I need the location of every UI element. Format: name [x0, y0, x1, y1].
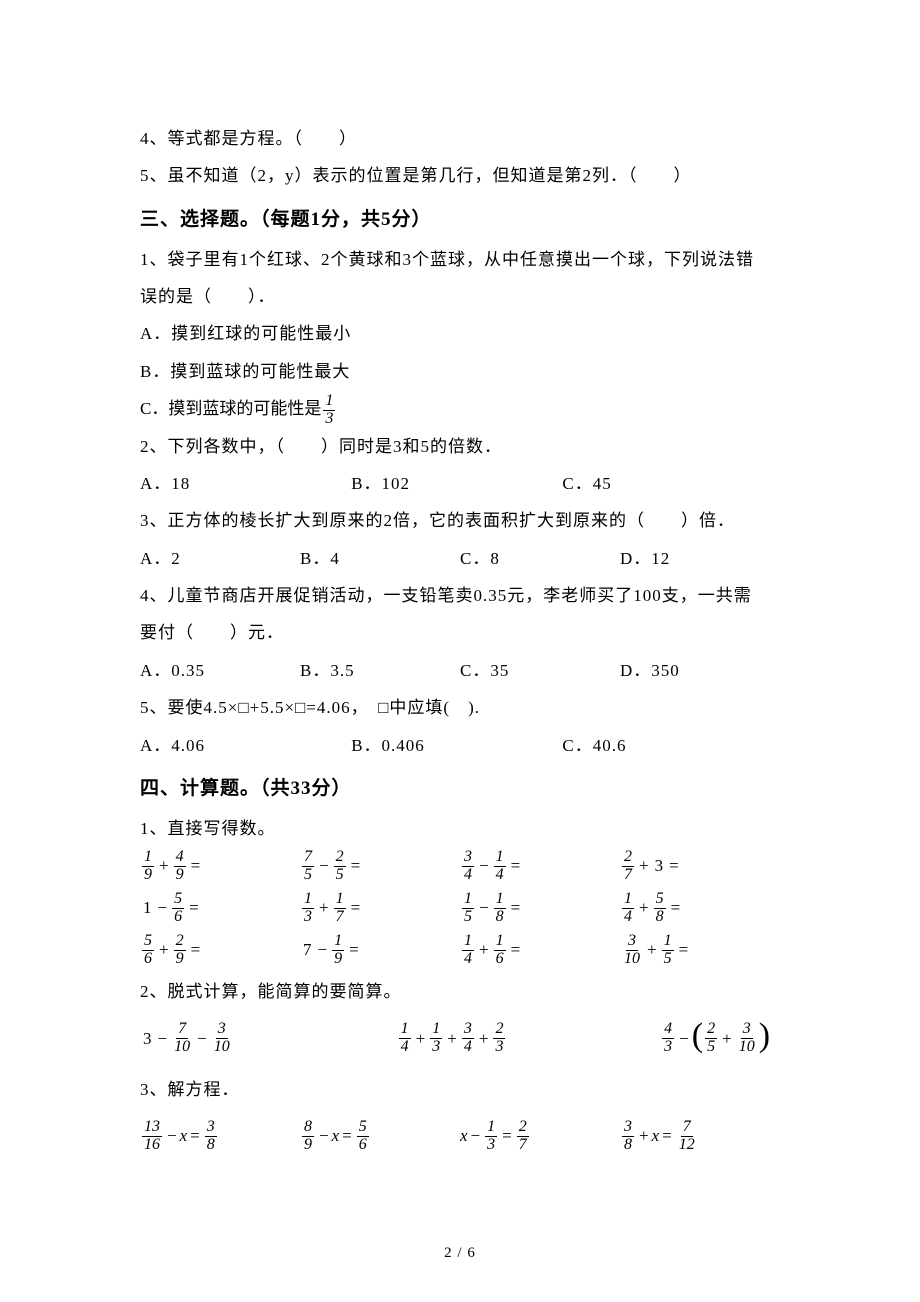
s3-q1-l1: 1、袋子里有1个红球、2个黄球和3个蓝球，从中任意摸出一个球，下列说法错 — [140, 241, 780, 278]
fraction: 14 — [399, 1021, 411, 1056]
s4-q1: 1、直接写得数。 — [140, 810, 780, 847]
fraction: 17 — [334, 891, 346, 926]
fraction: 25 — [334, 849, 346, 884]
s3-q4-c: C．35 — [460, 652, 620, 689]
fraction: 14 — [462, 933, 474, 968]
fraction: 27 — [517, 1119, 529, 1154]
fraction: 14 — [622, 891, 634, 926]
fraction: 310 — [622, 933, 642, 968]
equation: 1316−x=38 — [140, 1114, 300, 1158]
expression: 43−(25+310) — [583, 1017, 780, 1061]
fraction: 310 — [737, 1021, 757, 1056]
calc-cell: 13+17= — [300, 889, 460, 927]
equation: x−13=27 — [460, 1114, 620, 1158]
fraction: 310 — [212, 1021, 232, 1056]
s3-q5-b: B．0.406 — [351, 727, 562, 764]
s3-q2-stem: 2、下列各数中，（ ）同时是3和5的倍数． — [140, 428, 780, 465]
detach-calc-row: 3−710−31014+13+34+2343−(25+310) — [140, 1017, 780, 1061]
tf-q5: 5、虽不知道（2，y）表示的位置是第几行，但知道是第2列．（ ） — [140, 157, 780, 194]
fraction: 19 — [142, 849, 154, 884]
calc-cell: 310+15= — [620, 931, 780, 969]
fraction: 710 — [172, 1021, 192, 1056]
fraction: 19 — [332, 933, 344, 968]
s3-q1-c-pre: C．摸到蓝球的可能性是 — [140, 399, 321, 418]
calc-cell: 34−14= — [460, 847, 620, 885]
calc-cell: 15−18= — [460, 889, 620, 927]
fraction: 18 — [494, 891, 506, 926]
s3-q5-a: A．4.06 — [140, 727, 351, 764]
fraction: 1316 — [142, 1119, 162, 1154]
s3-q3-a: A．2 — [140, 540, 300, 577]
equation: 89−x=56 — [300, 1114, 460, 1158]
s4-q2: 2、脱式计算，能简算的要简算。 — [140, 973, 780, 1010]
fraction: 23 — [493, 1021, 505, 1056]
fraction: 56 — [172, 891, 184, 926]
s3-q2-b: B．102 — [351, 465, 562, 502]
fraction: 712 — [677, 1119, 697, 1154]
fraction: 38 — [622, 1119, 634, 1154]
solve-eq-row: 1316−x=3889−x=56x−13=2738+x=712 — [140, 1114, 780, 1158]
s3-q5-stem: 5、要使4.5×□+5.5×□=4.06， □中应填( ). — [140, 689, 780, 726]
fraction: 58 — [654, 891, 666, 926]
s3-q4-l2: 要付（ ）元． — [140, 614, 780, 651]
fraction: 75 — [302, 849, 314, 884]
calc-cell: 7−19= — [300, 931, 460, 969]
calc-cell: 56+29= — [140, 931, 300, 969]
fraction-1-3: 13 — [323, 393, 335, 428]
s3-q3-stem: 3、正方体的棱长扩大到原来的2倍，它的表面积扩大到原来的（ ）倍． — [140, 502, 780, 539]
fraction: 56 — [357, 1119, 369, 1154]
fraction: 56 — [142, 933, 154, 968]
fraction: 89 — [302, 1119, 314, 1154]
fraction: 27 — [622, 849, 634, 884]
s3-q4-l1: 4、儿童节商店开展促销活动，一支铅笔卖0.35元，李老师买了100支，一共需 — [140, 577, 780, 614]
fraction: 15 — [462, 891, 474, 926]
fraction: 43 — [662, 1021, 674, 1056]
fraction: 25 — [705, 1021, 717, 1056]
section3-heading: 三、选择题。（每题1分，共5分） — [140, 199, 780, 241]
calc-cell: 27+3= — [620, 847, 780, 885]
expression: 3−710−310 — [140, 1017, 327, 1061]
s3-q4-a: A．0.35 — [140, 652, 300, 689]
s3-q4-b: B．3.5 — [300, 652, 460, 689]
s3-q4-options: A．0.35 B．3.5 C．35 D．350 — [140, 652, 780, 689]
fraction: 13 — [302, 891, 314, 926]
fraction: 16 — [494, 933, 506, 968]
s3-q1-opt-a: A．摸到红球的可能性最小 — [140, 315, 780, 352]
calc-cell: 1−56= — [140, 889, 300, 927]
calc-cell: 75−25= — [300, 847, 460, 885]
s3-q2-c: C．45 — [562, 465, 773, 502]
s3-q2-a: A．18 — [140, 465, 351, 502]
fraction: 38 — [205, 1119, 217, 1154]
direct-calc-grid: 19+49=75−25=34−14=27+3= 1−56=13+17=15−18=… — [140, 847, 780, 969]
s3-q1-opt-b: B．摸到蓝球的可能性最大 — [140, 353, 780, 390]
page-number: 2 / 6 — [0, 1245, 920, 1262]
calc-cell: 14+58= — [620, 889, 780, 927]
tf-q4: 4、等式都是方程。（ ） — [140, 120, 780, 157]
s4-q3: 3、解方程． — [140, 1071, 780, 1108]
s3-q3-c: C．8 — [460, 540, 620, 577]
s3-q3-d: D．12 — [620, 540, 780, 577]
s3-q3-b: B．4 — [300, 540, 460, 577]
s3-q5-options: A．4.06 B．0.406 C．40.6 — [140, 727, 780, 764]
fraction: 34 — [462, 1021, 474, 1056]
s3-q5-c: C．40.6 — [562, 727, 773, 764]
expression: 14+13+34+23 — [327, 1017, 584, 1061]
fraction: 13 — [485, 1119, 497, 1154]
fraction: 34 — [462, 849, 474, 884]
fraction: 14 — [494, 849, 506, 884]
equation: 38+x=712 — [620, 1114, 780, 1158]
fraction: 15 — [662, 933, 674, 968]
s3-q1-opt-c: C．摸到蓝球的可能性是13 — [140, 390, 780, 427]
s3-q1-l2: 误的是（ ）． — [140, 278, 780, 315]
section4-heading: 四、计算题。（共33分） — [140, 768, 780, 810]
s3-q4-d: D．350 — [620, 652, 780, 689]
calc-cell: 19+49= — [140, 847, 300, 885]
calc-cell: 14+16= — [460, 931, 620, 969]
fraction: 49 — [174, 849, 186, 884]
fraction: 29 — [174, 933, 186, 968]
s3-q2-options: A．18 B．102 C．45 — [140, 465, 780, 502]
s3-q3-options: A．2 B．4 C．8 D．12 — [140, 540, 780, 577]
fraction: 13 — [430, 1021, 442, 1056]
